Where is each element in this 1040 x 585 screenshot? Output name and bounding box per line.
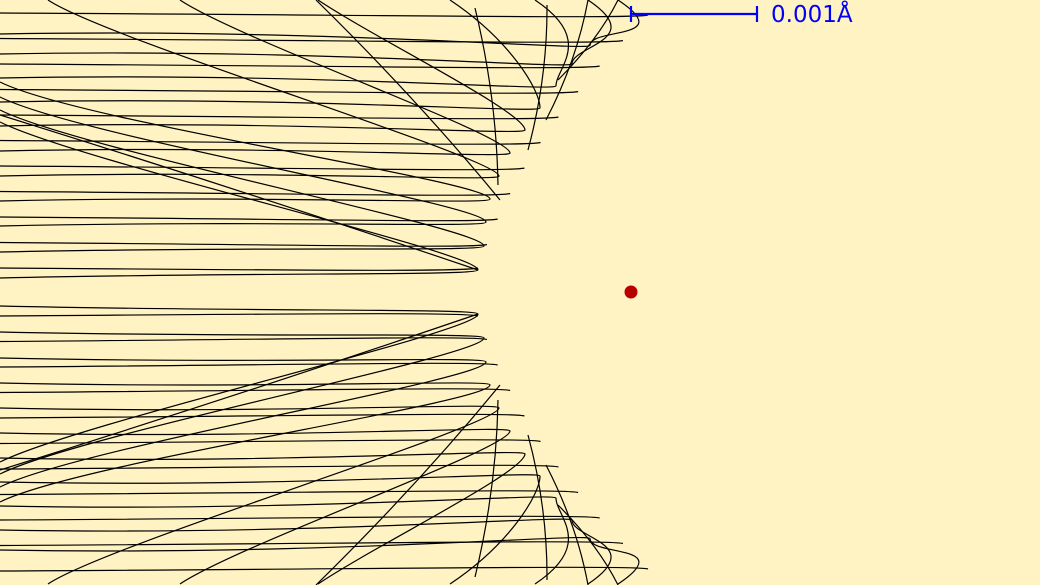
incoming-line [0, 37, 624, 43]
trajectory-curve [0, 109, 485, 253]
incoming-line [0, 337, 488, 343]
incoming-line [0, 388, 511, 394]
deflected-trajectory [527, 434, 548, 581]
incoming-line [0, 541, 624, 547]
incoming-line [0, 267, 479, 271]
trajectory-curve [0, 0, 500, 179]
incoming-line [0, 313, 479, 317]
trajectory-curve [0, 0, 541, 110]
deflected-trajectory [557, 0, 619, 81]
trajectory-curve [0, 0, 526, 133]
trajectory-curve [0, 518, 612, 585]
incoming-line [0, 165, 525, 171]
incoming-line [0, 216, 498, 222]
incoming-line [0, 139, 541, 145]
trajectory-curve [0, 0, 612, 66]
trajectory-curve [0, 331, 485, 475]
deflected-trajectory [0, 313, 479, 471]
incoming-line [0, 490, 579, 496]
incoming-line [0, 63, 600, 69]
trajectory-curve [0, 405, 500, 585]
trajectory-group [0, 0, 649, 585]
incoming-line [0, 566, 649, 572]
trajectory-curve [0, 0, 570, 88]
incoming-line [0, 88, 579, 94]
incoming-line [0, 515, 600, 521]
incoming-line [0, 114, 559, 120]
scale-bar-label: 0.001Å [771, 0, 853, 28]
trajectory-curve [0, 474, 541, 585]
incoming-line [0, 241, 488, 247]
trajectory-curve [0, 536, 640, 585]
incoming-line [0, 12, 649, 18]
deflected-trajectory [0, 114, 479, 271]
incoming-line [0, 439, 541, 445]
deflected-trajectory [474, 7, 499, 186]
deflected-trajectory [315, 384, 501, 585]
trajectory-curve [0, 0, 640, 48]
trajectory-curve [0, 451, 526, 585]
trajectory-curve [0, 496, 570, 585]
nucleus-dot [624, 285, 638, 299]
deflected-trajectory [315, 0, 501, 201]
deflected-trajectory [527, 4, 548, 151]
deflected-trajectory [545, 0, 589, 121]
deflected-trajectory [474, 399, 499, 578]
incoming-line [0, 362, 498, 368]
incoming-line [0, 413, 525, 419]
deflected-trajectory [557, 504, 619, 585]
deflected-trajectory [545, 464, 589, 585]
scale-bar [629, 6, 759, 22]
incoming-line [0, 464, 559, 470]
